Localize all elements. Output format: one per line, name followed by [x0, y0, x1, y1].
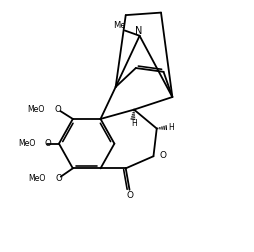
- Text: O: O: [160, 151, 167, 160]
- Text: MeO: MeO: [29, 174, 46, 183]
- Text: H: H: [131, 119, 137, 128]
- Text: H: H: [168, 123, 174, 132]
- Text: O: O: [56, 174, 62, 183]
- Text: N: N: [135, 26, 142, 36]
- Text: Me: Me: [113, 21, 125, 30]
- Text: O: O: [126, 191, 134, 200]
- Text: MeO: MeO: [27, 105, 44, 114]
- Text: MeO: MeO: [18, 139, 35, 148]
- Text: O: O: [44, 139, 51, 148]
- Text: O: O: [54, 105, 61, 114]
